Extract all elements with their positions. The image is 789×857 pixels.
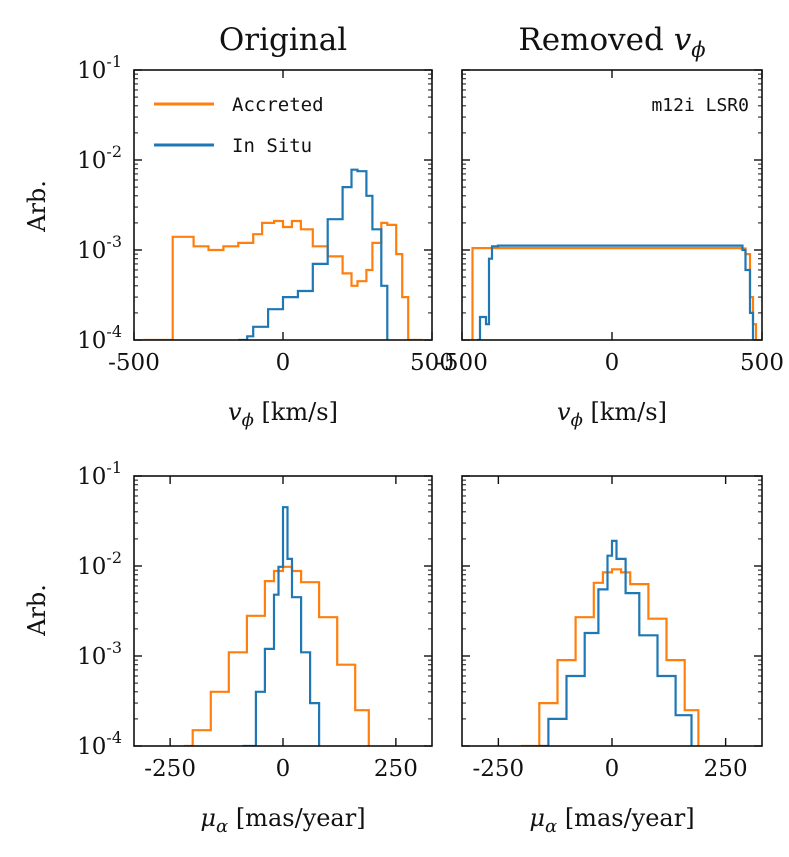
series-insitu-line bbox=[242, 506, 321, 746]
title-removed-prefix: Removed bbox=[518, 22, 673, 58]
series-accreted-line bbox=[142, 219, 424, 340]
x-label-removed-mu: μα [mas/year] bbox=[529, 804, 694, 837]
x-tick-label: 0 bbox=[605, 350, 620, 376]
y-tick-label: 10-2 bbox=[77, 142, 122, 174]
x-label-unit: [km/s] bbox=[583, 398, 667, 426]
x-tick-label: -250 bbox=[144, 756, 196, 782]
legend-label-accreted: Accreted bbox=[232, 94, 324, 116]
y-label-top: Arb. bbox=[23, 180, 51, 233]
x-tick-label: 0 bbox=[605, 756, 620, 782]
title-removed-sub: ϕ bbox=[691, 38, 705, 62]
y-tick-label: 10-4 bbox=[77, 728, 122, 760]
x-tick-label: -500 bbox=[108, 350, 160, 376]
x-label-sub: ϕ bbox=[571, 410, 583, 431]
y-tick-label: 10-3 bbox=[77, 638, 122, 670]
y-tick-label: 10-3 bbox=[77, 232, 122, 264]
x-label-sub: ϕ bbox=[242, 410, 254, 431]
series-accreted-line bbox=[521, 568, 700, 746]
panel-removed-mu: -250 0 250 bbox=[461, 475, 763, 782]
x-tick-label: 250 bbox=[374, 756, 418, 782]
x-label-var: v bbox=[557, 398, 571, 426]
y-tick-label: 10-4 bbox=[77, 322, 122, 354]
x-tick-label: -500 bbox=[436, 350, 488, 376]
annotation-m12i-lsr0: m12i LSR0 bbox=[651, 95, 749, 116]
x-label-var: μ bbox=[529, 804, 545, 832]
x-label-removed-vphi: vϕ [km/s] bbox=[557, 398, 667, 431]
series-insitu-line bbox=[477, 244, 755, 340]
x-label-unit: [mas/year] bbox=[557, 804, 694, 832]
x-tick-label: 0 bbox=[276, 756, 291, 782]
x-tick-label: 0 bbox=[276, 350, 291, 376]
y-tick-label: 10-1 bbox=[77, 52, 122, 84]
axes-frame bbox=[461, 475, 763, 747]
x-label-sub: α bbox=[216, 816, 228, 837]
legend: Accreted In Situ bbox=[154, 94, 324, 157]
panel-original-vphi: 10-1 10-2 10-3 10-4-500 0 500 bbox=[77, 52, 454, 376]
title-removed-var: v bbox=[674, 22, 692, 58]
x-tick-label: 500 bbox=[740, 350, 784, 376]
x-tick-label: 250 bbox=[704, 756, 748, 782]
series-insitu-line bbox=[238, 168, 389, 340]
panel-removed-vphi: -500 0 500 bbox=[436, 69, 784, 376]
x-label-original-vphi: vϕ [km/s] bbox=[228, 398, 338, 431]
series-accreted-line bbox=[471, 247, 758, 340]
x-label-unit: [mas/year] bbox=[228, 804, 365, 832]
x-label-var: μ bbox=[200, 804, 216, 832]
x-tick-label: 500 bbox=[410, 350, 454, 376]
x-label-var: v bbox=[228, 398, 242, 426]
legend-label-insitu: In Situ bbox=[232, 135, 312, 157]
y-tick-label: 10-1 bbox=[77, 458, 122, 490]
y-tick-label: 10-2 bbox=[77, 548, 122, 580]
series-insitu-line bbox=[539, 539, 693, 746]
x-label-unit: [km/s] bbox=[254, 398, 338, 426]
x-label-sub: α bbox=[545, 816, 557, 837]
x-label-original-mu: μα [mas/year] bbox=[200, 804, 365, 837]
title-original: Original bbox=[219, 22, 347, 58]
y-label-bottom: Arb. bbox=[23, 584, 51, 637]
title-removed: Removed vϕ bbox=[518, 22, 705, 62]
x-tick-label: -250 bbox=[473, 756, 525, 782]
panel-original-mu: 10-1 10-2 10-3 10-4 -250 0 250 bbox=[77, 458, 433, 782]
series-accreted-line bbox=[183, 565, 370, 746]
